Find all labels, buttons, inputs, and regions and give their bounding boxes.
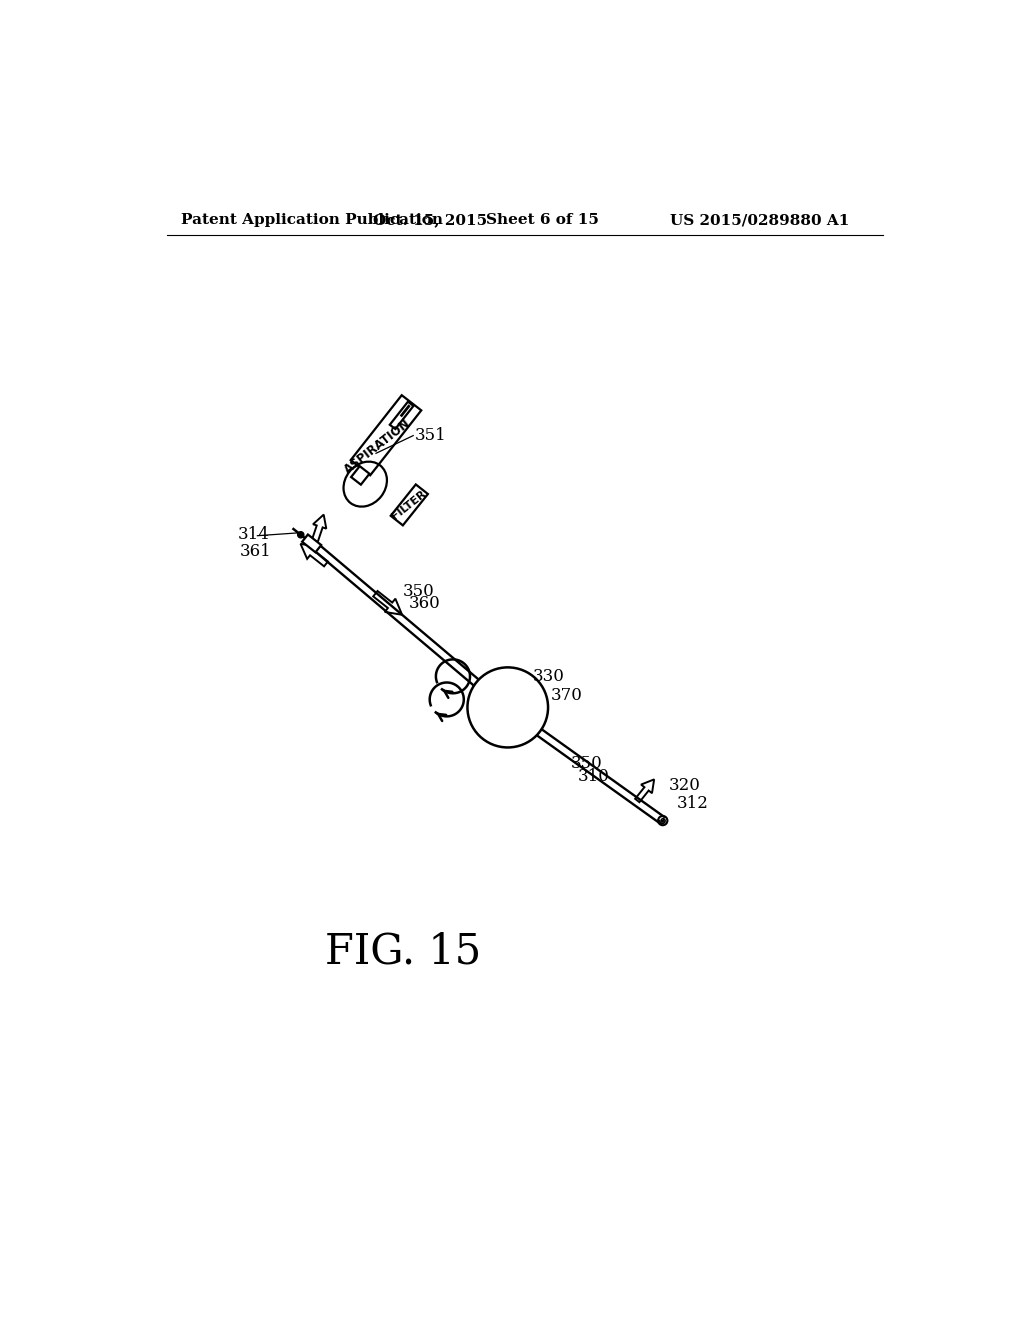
- Text: 370: 370: [550, 688, 583, 705]
- Text: 320: 320: [669, 777, 700, 795]
- Text: FILTER: FILTER: [390, 488, 428, 521]
- Polygon shape: [351, 466, 370, 484]
- Text: 361: 361: [240, 543, 271, 560]
- Text: Oct. 15, 2015: Oct. 15, 2015: [373, 213, 487, 227]
- Text: Patent Application Publication: Patent Application Publication: [180, 213, 442, 227]
- Text: FIG. 15: FIG. 15: [325, 931, 481, 973]
- Text: 360: 360: [409, 595, 440, 612]
- Text: 350: 350: [402, 582, 434, 599]
- Text: 330: 330: [532, 668, 564, 685]
- Circle shape: [298, 532, 304, 537]
- Text: 314: 314: [238, 525, 270, 543]
- Text: Sheet 6 of 15: Sheet 6 of 15: [486, 213, 599, 227]
- Text: 351: 351: [415, 428, 446, 444]
- Polygon shape: [390, 401, 414, 429]
- Polygon shape: [391, 484, 428, 525]
- Polygon shape: [302, 535, 322, 552]
- Text: 350: 350: [570, 755, 602, 772]
- Text: 312: 312: [677, 795, 709, 812]
- Text: US 2015/0289880 A1: US 2015/0289880 A1: [671, 213, 850, 227]
- Text: 310: 310: [579, 768, 610, 785]
- Text: ASPIRATION: ASPIRATION: [342, 416, 414, 477]
